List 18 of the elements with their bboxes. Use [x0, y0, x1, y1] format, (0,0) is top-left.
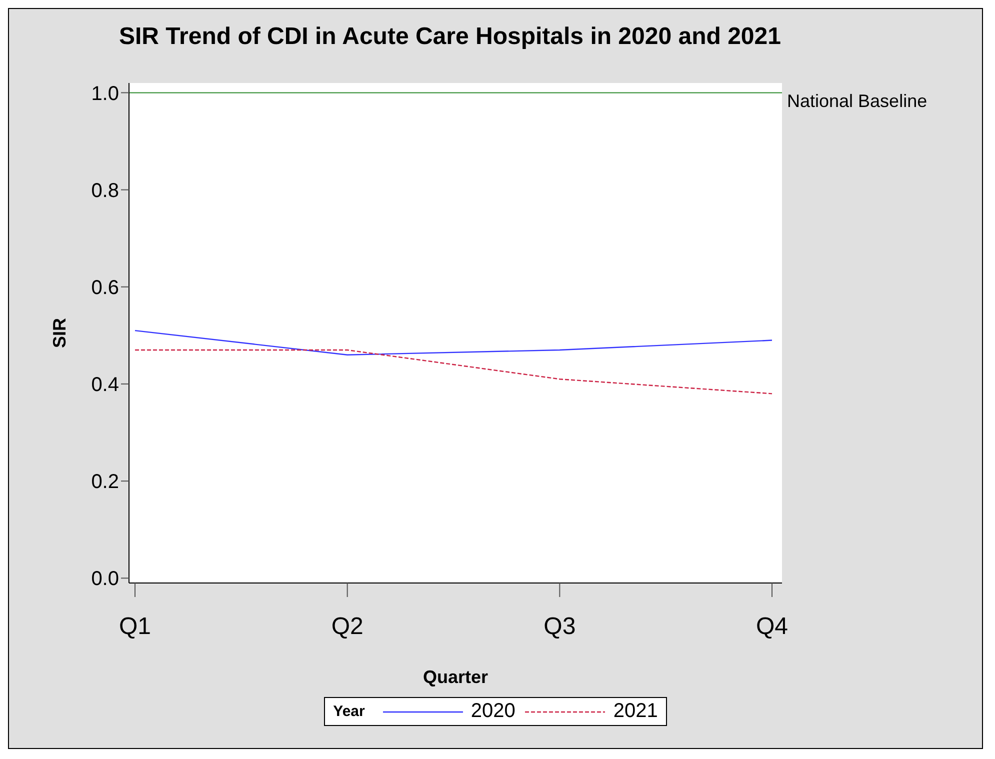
chart-title: SIR Trend of CDI in Acute Care Hospitals in 2020 and 2021 [118, 22, 782, 52]
legend-label: 2021 [613, 700, 658, 723]
y-tick-label: 0.2 [91, 471, 119, 494]
y-tick-label: 1.0 [91, 82, 119, 105]
y-tick-label: 0.6 [91, 276, 119, 299]
legend-label: 2020 [470, 700, 516, 723]
x-axis-title: Quarter [422, 667, 488, 687]
line-series [134, 330, 773, 356]
x-tick-label: Q3 [544, 613, 576, 640]
x-tick-label: Q1 [118, 613, 152, 640]
ref-line-label: National Baseline [787, 91, 928, 112]
x-tick-label: Q2 [331, 613, 364, 640]
y-axis-title: SIR [49, 318, 70, 348]
y-tick-label: 0.8 [91, 180, 119, 202]
legend-title: Year [333, 703, 365, 720]
y-tick-label: 0.4 [91, 374, 119, 396]
y-tick-label: 0.0 [91, 568, 119, 590]
x-tick-label: Q4 [756, 613, 788, 640]
